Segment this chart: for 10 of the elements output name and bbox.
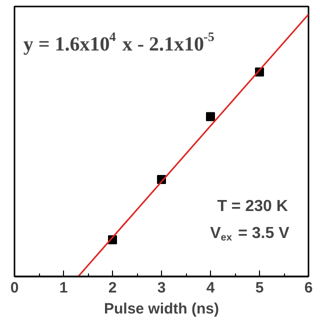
x-axis-title: Pulse width (ns) <box>104 300 220 318</box>
x-tick-label: 1 <box>59 280 68 296</box>
x-tick-label: 4 <box>206 280 216 296</box>
x-tick-label: 3 <box>157 280 166 296</box>
x-tick-label: 5 <box>255 280 264 296</box>
x-tick-label: 6 <box>304 280 313 296</box>
x-tick-label: 0 <box>10 280 19 296</box>
point <box>206 112 215 122</box>
x-tick-label: 2 <box>108 280 117 296</box>
annotation: T = 230 K <box>217 198 288 215</box>
